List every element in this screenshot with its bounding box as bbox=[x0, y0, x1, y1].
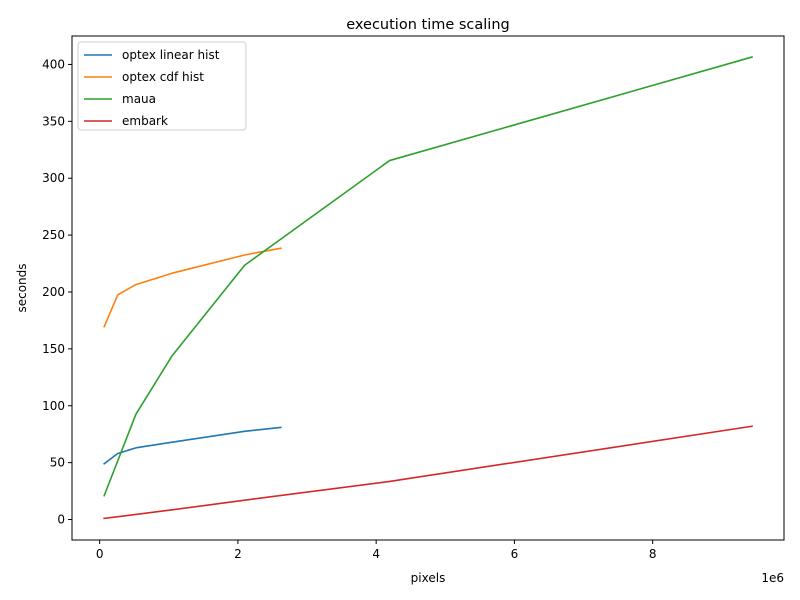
y-tick-label: 300 bbox=[42, 171, 65, 185]
y-axis-ticks: 0 50 100 150 200 250 300 350 400 bbox=[42, 57, 72, 527]
y-tick-label: 200 bbox=[42, 285, 65, 299]
series-line-optex-linear-hist bbox=[103, 426, 282, 465]
plot-frame bbox=[71, 35, 785, 541]
y-tick-label: 0 bbox=[57, 513, 65, 527]
series-line-embark bbox=[103, 425, 753, 520]
legend-entry-label: optex cdf hist bbox=[122, 70, 204, 84]
legend-box bbox=[77, 41, 247, 131]
plot-lines bbox=[103, 56, 753, 520]
y-tick-label: 50 bbox=[50, 456, 65, 470]
x-axis-ticks: 0 2 4 6 8 bbox=[96, 540, 657, 561]
x-axis-offset-label: 1e6 bbox=[761, 571, 784, 585]
chart-title: execution time scaling bbox=[346, 17, 510, 33]
y-tick-label: 100 bbox=[42, 399, 65, 413]
legend-entry-label: optex linear hist bbox=[122, 48, 220, 62]
series-line-maua bbox=[103, 56, 753, 497]
y-tick-label: 400 bbox=[42, 57, 65, 71]
series-line-optex-cdf-hist bbox=[103, 247, 282, 328]
x-tick-label: 2 bbox=[234, 547, 242, 561]
x-tick-label: 0 bbox=[96, 547, 104, 561]
y-tick-label: 250 bbox=[42, 228, 65, 242]
x-tick-label: 8 bbox=[649, 547, 657, 561]
y-tick-label: 350 bbox=[42, 114, 65, 128]
y-tick-label: 150 bbox=[42, 342, 65, 356]
y-axis-label: seconds bbox=[15, 263, 29, 312]
x-tick-label: 6 bbox=[511, 547, 519, 561]
legend: optex linear hist optex cdf hist maua embar… bbox=[77, 41, 247, 131]
legend-entry-label: embark bbox=[122, 114, 168, 128]
legend-entry-label: maua bbox=[122, 92, 156, 106]
x-axis-label: pixels bbox=[411, 571, 446, 585]
x-tick-label: 4 bbox=[372, 547, 380, 561]
